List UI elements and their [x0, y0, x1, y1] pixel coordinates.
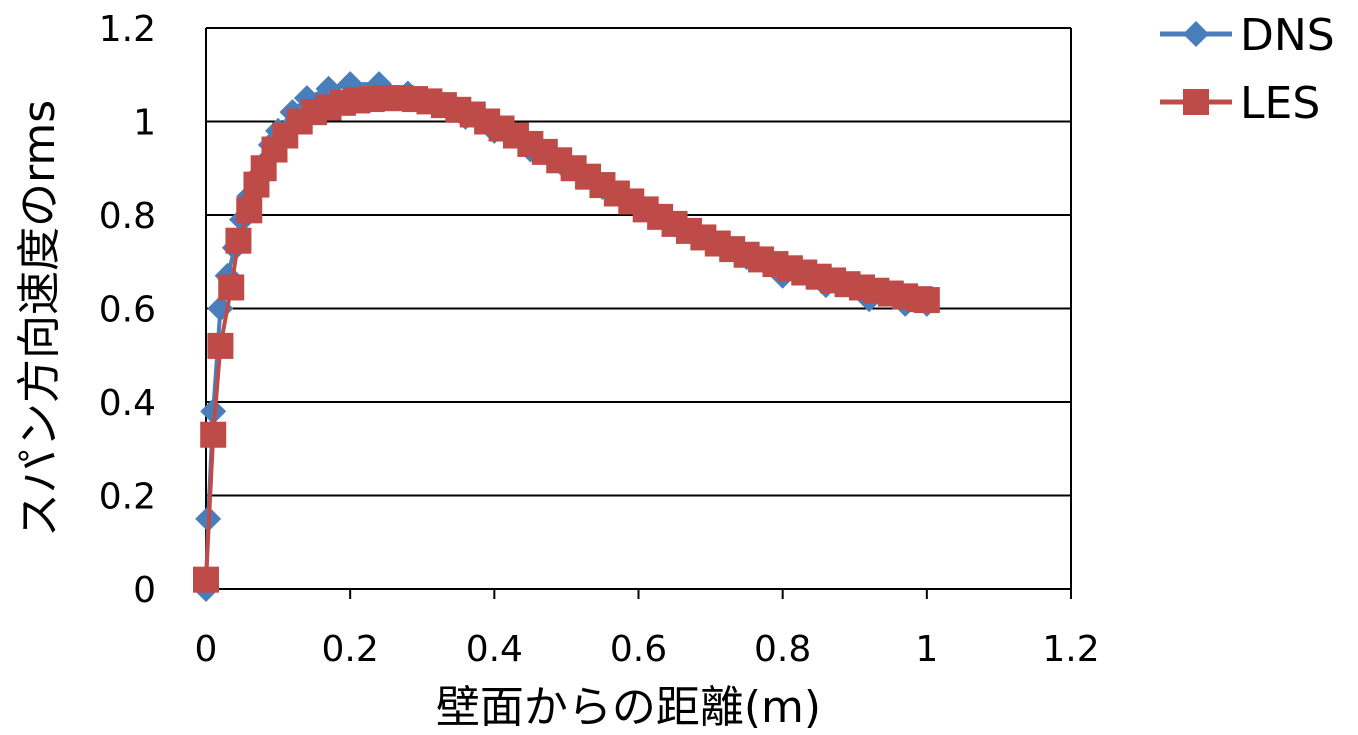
grid-lines: [206, 27, 1071, 497]
x-tick-labels: 0 0.2 0.4 0.6 0.8 1 1.2: [195, 629, 1100, 670]
data-point-les: [236, 197, 263, 224]
x-tick-label: 1.2: [1042, 629, 1099, 670]
x-tick-label: 0.6: [610, 629, 667, 670]
data-point-les: [207, 332, 234, 359]
x-axis-title: 壁面からの距離(m): [436, 682, 821, 733]
legend-marker: [1183, 21, 1209, 47]
series-group: [193, 71, 940, 602]
y-tick-label: 0: [133, 570, 156, 611]
y-axis-title: スパン方向速度のrms: [14, 100, 65, 537]
y-tick-label: 0.6: [99, 290, 156, 331]
y-tick-labels: 0 0.2 0.4 0.6 0.8 1 1.2: [99, 9, 156, 611]
x-tick-label: 0.8: [754, 629, 811, 670]
series-les: [193, 85, 940, 593]
legend-label: LES: [1240, 78, 1320, 129]
data-point-les: [200, 421, 227, 448]
x-tick-label: 1: [915, 629, 938, 670]
axes: [205, 28, 1072, 599]
data-point-les: [913, 287, 940, 314]
legend-marker: [1183, 89, 1209, 115]
y-tick-label: 0.4: [99, 383, 156, 424]
data-point-les: [218, 274, 245, 301]
legend-item-les: LES: [1160, 78, 1320, 129]
y-tick-label: 1.2: [99, 9, 156, 50]
y-tick-label: 0.2: [99, 477, 156, 518]
legend-label: DNS: [1240, 10, 1335, 61]
legend: DNS LES: [1160, 10, 1335, 129]
y-tick-label: 0.8: [99, 196, 156, 237]
x-tick-label: 0.4: [466, 629, 523, 670]
x-tick-label: 0: [195, 629, 218, 670]
data-point-les: [225, 227, 252, 254]
legend-item-dns: DNS: [1160, 10, 1335, 61]
data-point-les: [193, 566, 219, 593]
x-tick-label: 0.2: [322, 629, 379, 670]
y-tick-label: 1: [133, 103, 156, 144]
